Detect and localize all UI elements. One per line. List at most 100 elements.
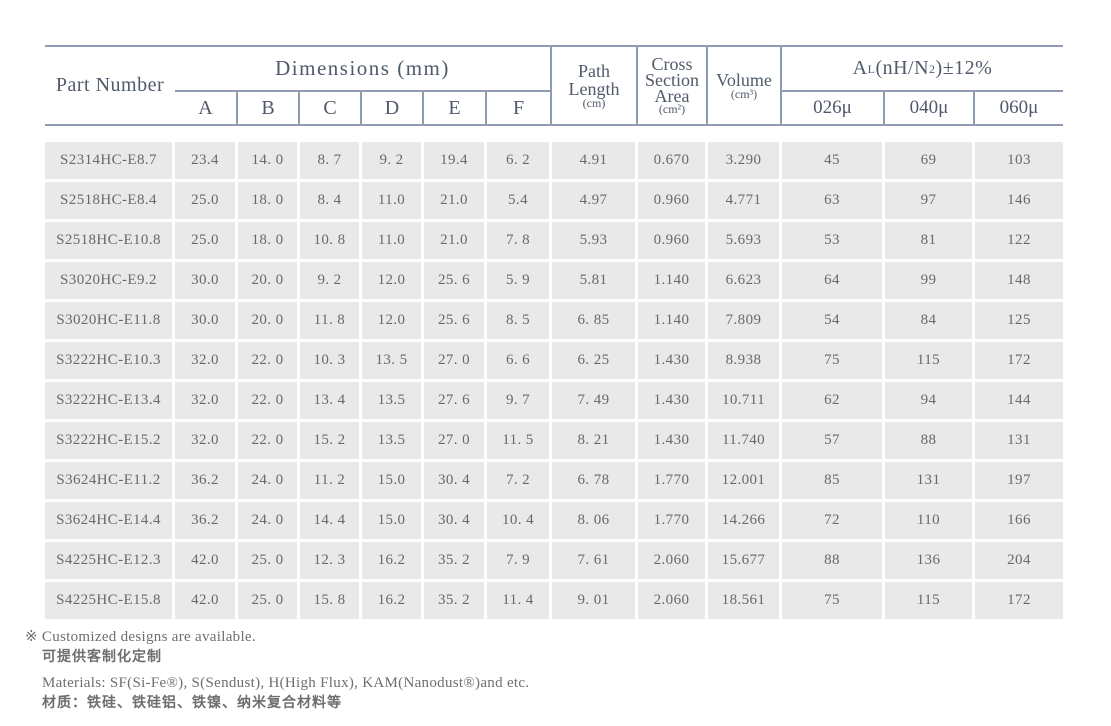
table-cell: 18.561 <box>708 582 782 619</box>
table-cell: 131 <box>885 462 975 499</box>
table-cell: 6.623 <box>708 262 782 299</box>
table-cell: 25. 6 <box>424 302 487 339</box>
table-cell: 25.0 <box>175 182 238 219</box>
table-cell: 16.2 <box>362 582 424 619</box>
table-cell: 1.770 <box>638 462 708 499</box>
table-cell: 18. 0 <box>238 182 300 219</box>
table-cell: 36.2 <box>175 502 238 539</box>
table-cell: 25. 0 <box>238 582 300 619</box>
table-cell: 115 <box>885 342 975 379</box>
table-cell: 8. 4 <box>300 182 362 219</box>
table-cell: 18. 0 <box>238 222 300 259</box>
table-cell: 131 <box>975 422 1063 459</box>
table-cell: 45 <box>782 142 885 179</box>
table-body: S2314HC-E8.7 23.4 14. 0 8. 7 9. 2 19.4 6. 2 4.9… <box>45 142 1063 619</box>
table-cell: 172 <box>975 342 1063 379</box>
note-customized-cn: 可提供客制化定制 <box>42 649 162 665</box>
part-number-cell: S4225HC-E12.3 <box>45 542 175 579</box>
table-cell: 103 <box>975 142 1063 179</box>
table-cell: 1.430 <box>638 422 708 459</box>
table-cell: 0.960 <box>638 182 708 219</box>
table-cell: 7. 49 <box>552 382 638 419</box>
table-cell: 25. 0 <box>238 542 300 579</box>
table-cell: 24. 0 <box>238 462 300 499</box>
footnotes: ※ Customized designs are available. 可提供客… <box>25 627 529 712</box>
table-cell: 75 <box>782 582 885 619</box>
note-materials-en: Materials: SF(Si-Fe®), S(Sendust), H(Hig… <box>42 675 530 691</box>
table-cell: 144 <box>975 382 1063 419</box>
table-cell: 5.81 <box>552 262 638 299</box>
table-cell: 2.060 <box>638 542 708 579</box>
table-cell: 22. 0 <box>238 342 300 379</box>
table-cell: 53 <box>782 222 885 259</box>
table-cell: 15.0 <box>362 462 424 499</box>
table-cell: 12. 3 <box>300 542 362 579</box>
table-cell: 2.060 <box>638 582 708 619</box>
col-header-e: E <box>424 92 487 124</box>
table-cell: 12.001 <box>708 462 782 499</box>
table-cell: 54 <box>782 302 885 339</box>
table-cell: 125 <box>975 302 1063 339</box>
table-row: S3020HC-E11.8 30.0 20. 0 11. 8 12.0 25. 6 8. 5… <box>45 302 1063 339</box>
table-cell: 12.0 <box>362 302 424 339</box>
table-cell: 24. 0 <box>238 502 300 539</box>
table-cell: 1.770 <box>638 502 708 539</box>
table-cell: 11. 2 <box>300 462 362 499</box>
table-cell: 6. 2 <box>487 142 552 179</box>
table-cell: 0.960 <box>638 222 708 259</box>
table-cell: 94 <box>885 382 975 419</box>
table-cell: 15.0 <box>362 502 424 539</box>
table-cell: 13. 5 <box>362 342 424 379</box>
table-cell: 11.740 <box>708 422 782 459</box>
table-cell: 4.91 <box>552 142 638 179</box>
table-cell: 75 <box>782 342 885 379</box>
table-cell: 7. 61 <box>552 542 638 579</box>
table-cell: 21.0 <box>424 182 487 219</box>
table-cell: 85 <box>782 462 885 499</box>
table-cell: 16.2 <box>362 542 424 579</box>
col-header-a: A <box>175 92 238 124</box>
table-row: S2518HC-E8.4 25.0 18. 0 8. 4 11.0 21.0 5.4 4.97… <box>45 182 1063 219</box>
table-cell: 166 <box>975 502 1063 539</box>
table-cell: 122 <box>975 222 1063 259</box>
table-cell: 72 <box>782 502 885 539</box>
table-cell: 23.4 <box>175 142 238 179</box>
col-header-060u: 060μ <box>999 97 1039 118</box>
col-header-040u: 040μ <box>885 92 975 124</box>
table-cell: 11. 5 <box>487 422 552 459</box>
table-cell: 4.97 <box>552 182 638 219</box>
part-number-cell: S4225HC-E15.8 <box>45 582 175 619</box>
table-cell: 27. 6 <box>424 382 487 419</box>
table-cell: 14.266 <box>708 502 782 539</box>
table-cell: 14. 0 <box>238 142 300 179</box>
table-cell: 0.670 <box>638 142 708 179</box>
table-cell: 35. 2 <box>424 582 487 619</box>
table-cell: 15. 2 <box>300 422 362 459</box>
table-cell: 27. 0 <box>424 422 487 459</box>
table-cell: 9. 2 <box>362 142 424 179</box>
table-cell: 13.5 <box>362 422 424 459</box>
table-cell: 6. 6 <box>487 342 552 379</box>
part-number-cell: S3020HC-E9.2 <box>45 262 175 299</box>
table-cell: 20. 0 <box>238 302 300 339</box>
table-cell: 42.0 <box>175 582 238 619</box>
table-cell: 8. 7 <box>300 142 362 179</box>
table-cell: 1.140 <box>638 262 708 299</box>
table-cell: 42.0 <box>175 542 238 579</box>
table-cell: 5.693 <box>708 222 782 259</box>
table-cell: 36.2 <box>175 462 238 499</box>
table-cell: 10. 4 <box>487 502 552 539</box>
table-row: S4225HC-E15.8 42.0 25. 0 15. 8 16.2 35. 2 11. … <box>45 582 1063 619</box>
table-cell: 148 <box>975 262 1063 299</box>
table-row: S3222HC-E15.2 32.0 22. 0 15. 2 13.5 27. 0 11. … <box>45 422 1063 459</box>
table-row: S2314HC-E8.7 23.4 14. 0 8. 7 9. 2 19.4 6. 2 4.9… <box>45 142 1063 179</box>
table-cell: 204 <box>975 542 1063 579</box>
table-cell: 7. 2 <box>487 462 552 499</box>
spec-table: Part Number Dimensions (mm) A B C D E F … <box>45 45 1063 622</box>
table-cell: 146 <box>975 182 1063 219</box>
part-number-cell: S2518HC-E10.8 <box>45 222 175 259</box>
table-cell: 1.430 <box>638 342 708 379</box>
part-number-cell: S3020HC-E11.8 <box>45 302 175 339</box>
